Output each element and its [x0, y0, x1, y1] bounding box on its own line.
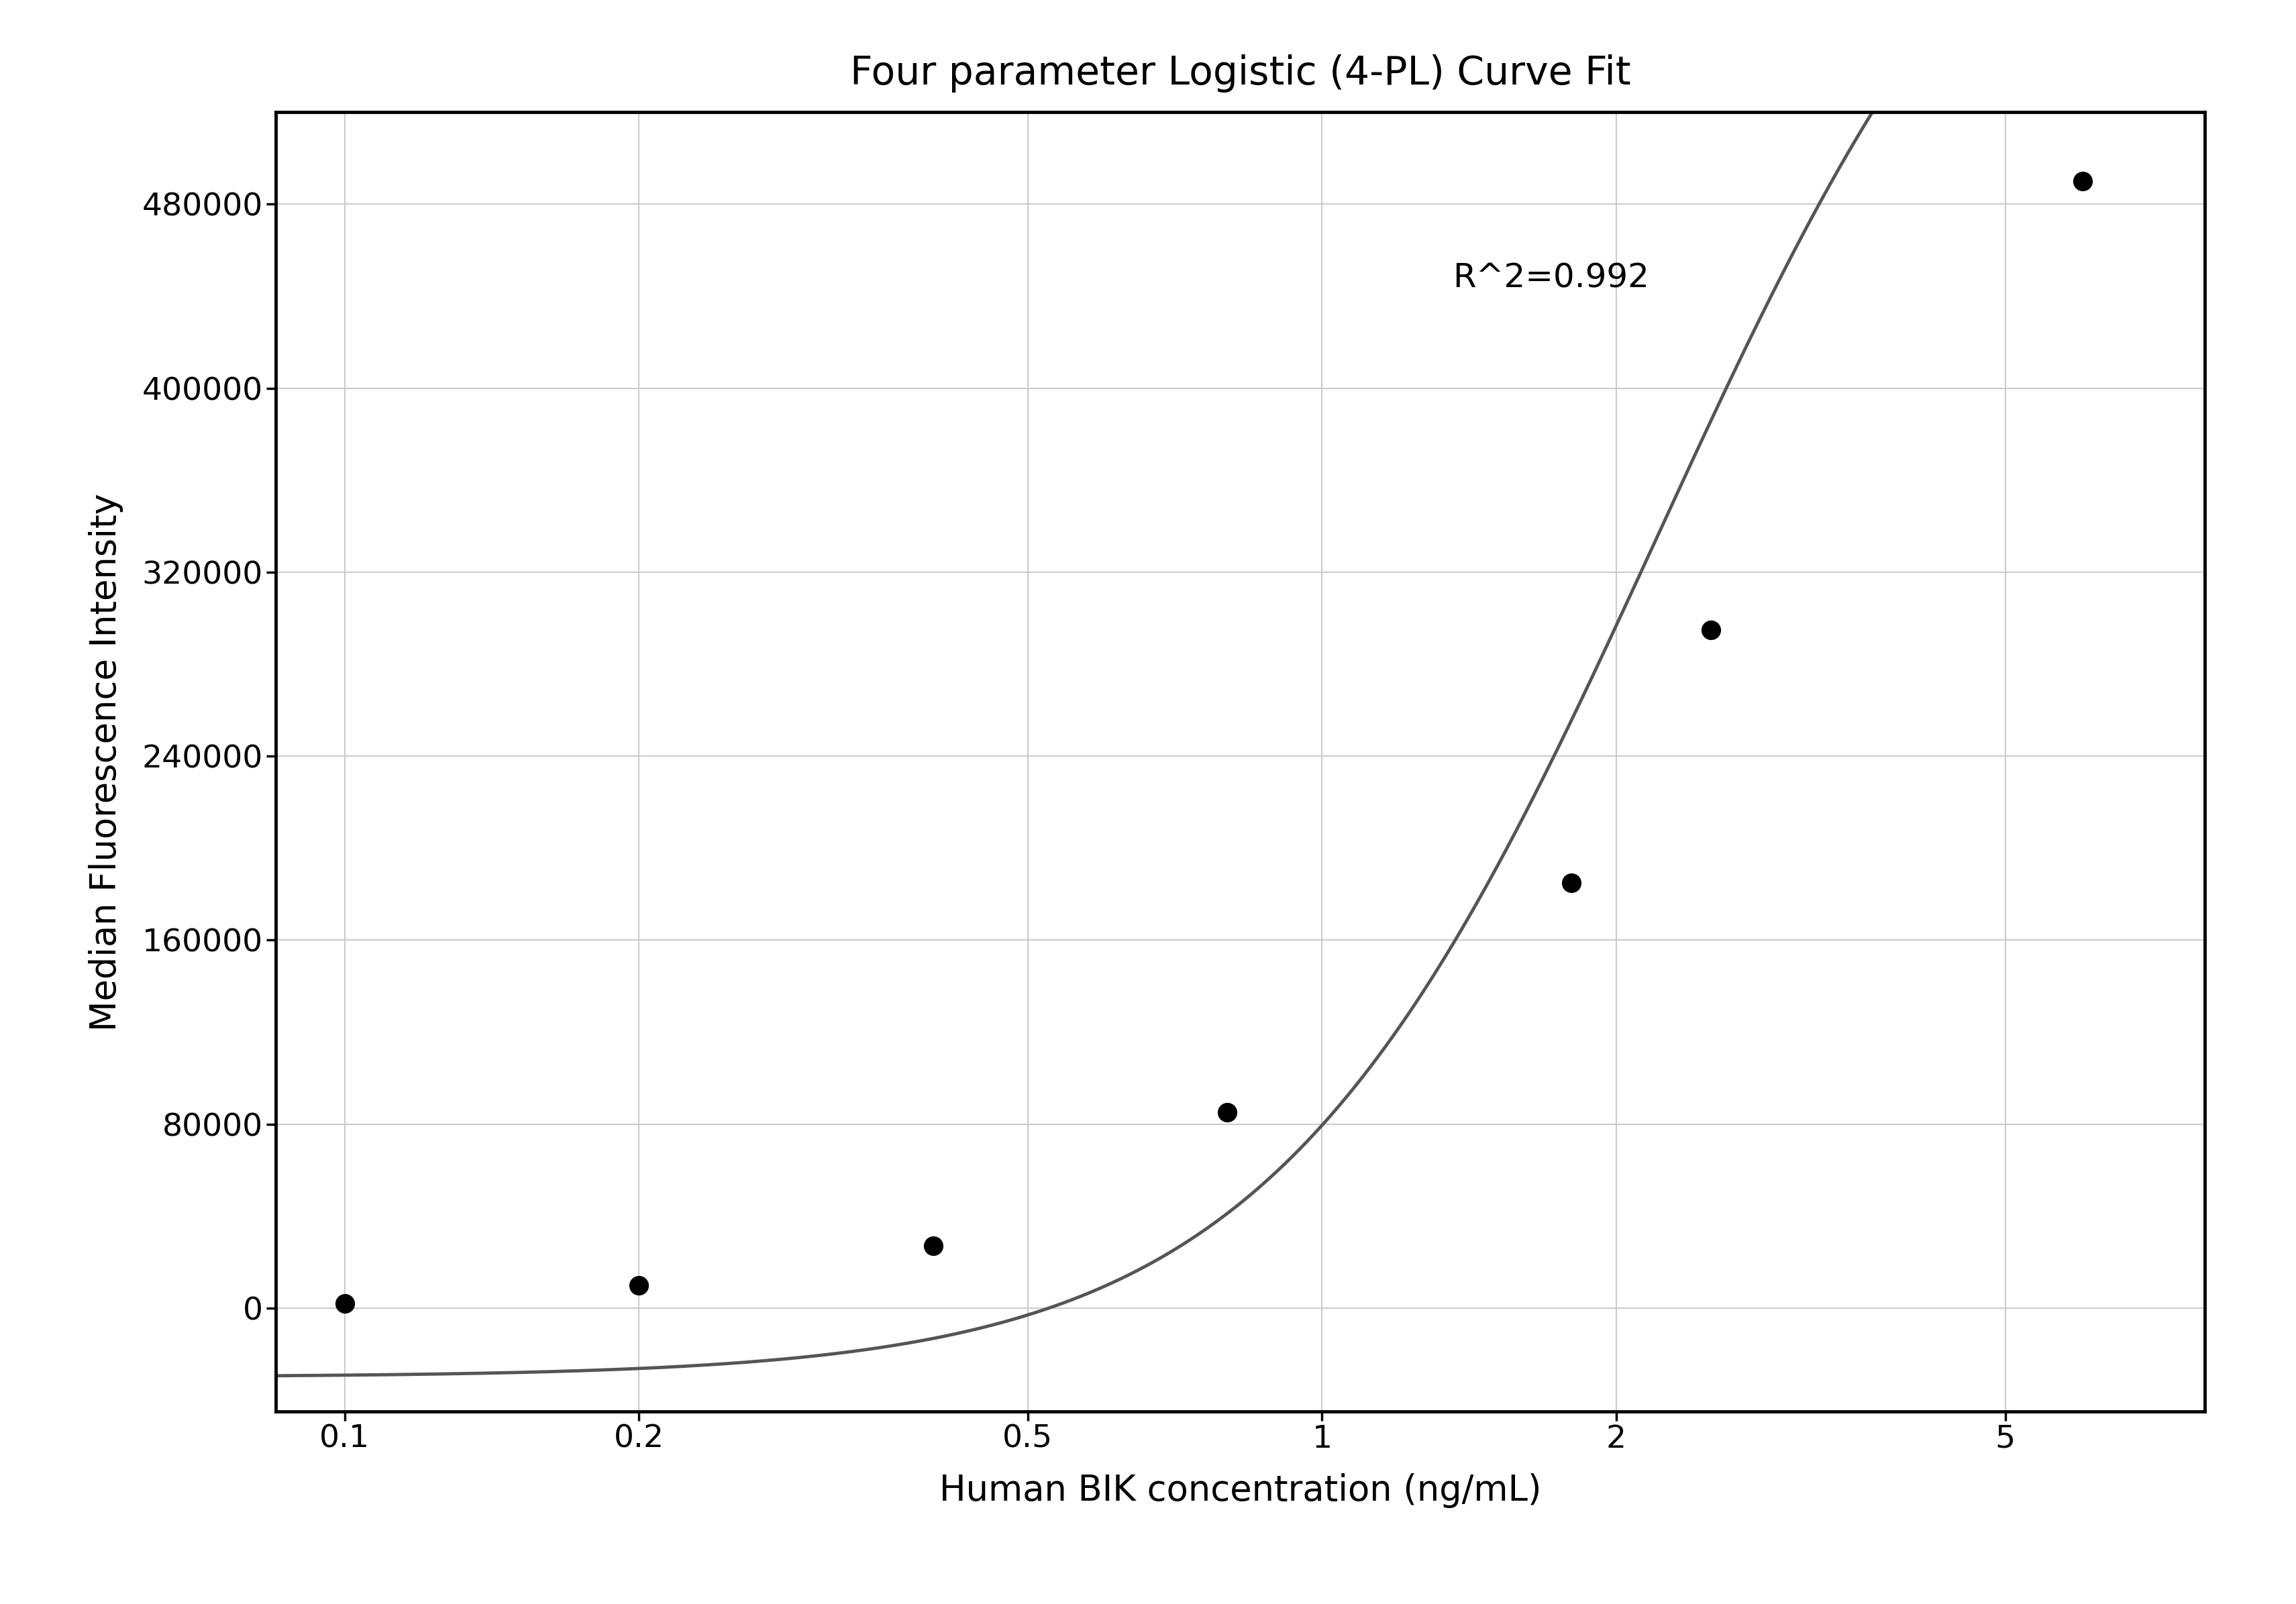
Y-axis label: Median Fluorescence Intensity: Median Fluorescence Intensity [90, 492, 124, 1031]
Title: Four parameter Logistic (4-PL) Curve Fit: Four parameter Logistic (4-PL) Curve Fit [850, 55, 1630, 93]
Text: R^2=0.992: R^2=0.992 [1451, 261, 1649, 295]
Point [1208, 1100, 1244, 1126]
Point [620, 1272, 657, 1298]
Point [1552, 869, 1589, 895]
Point [2064, 168, 2101, 194]
Point [1692, 618, 1729, 643]
Point [326, 1291, 363, 1317]
X-axis label: Human BIK concentration (ng/mL): Human BIK concentration (ng/mL) [939, 1472, 1541, 1508]
Point [914, 1233, 951, 1259]
